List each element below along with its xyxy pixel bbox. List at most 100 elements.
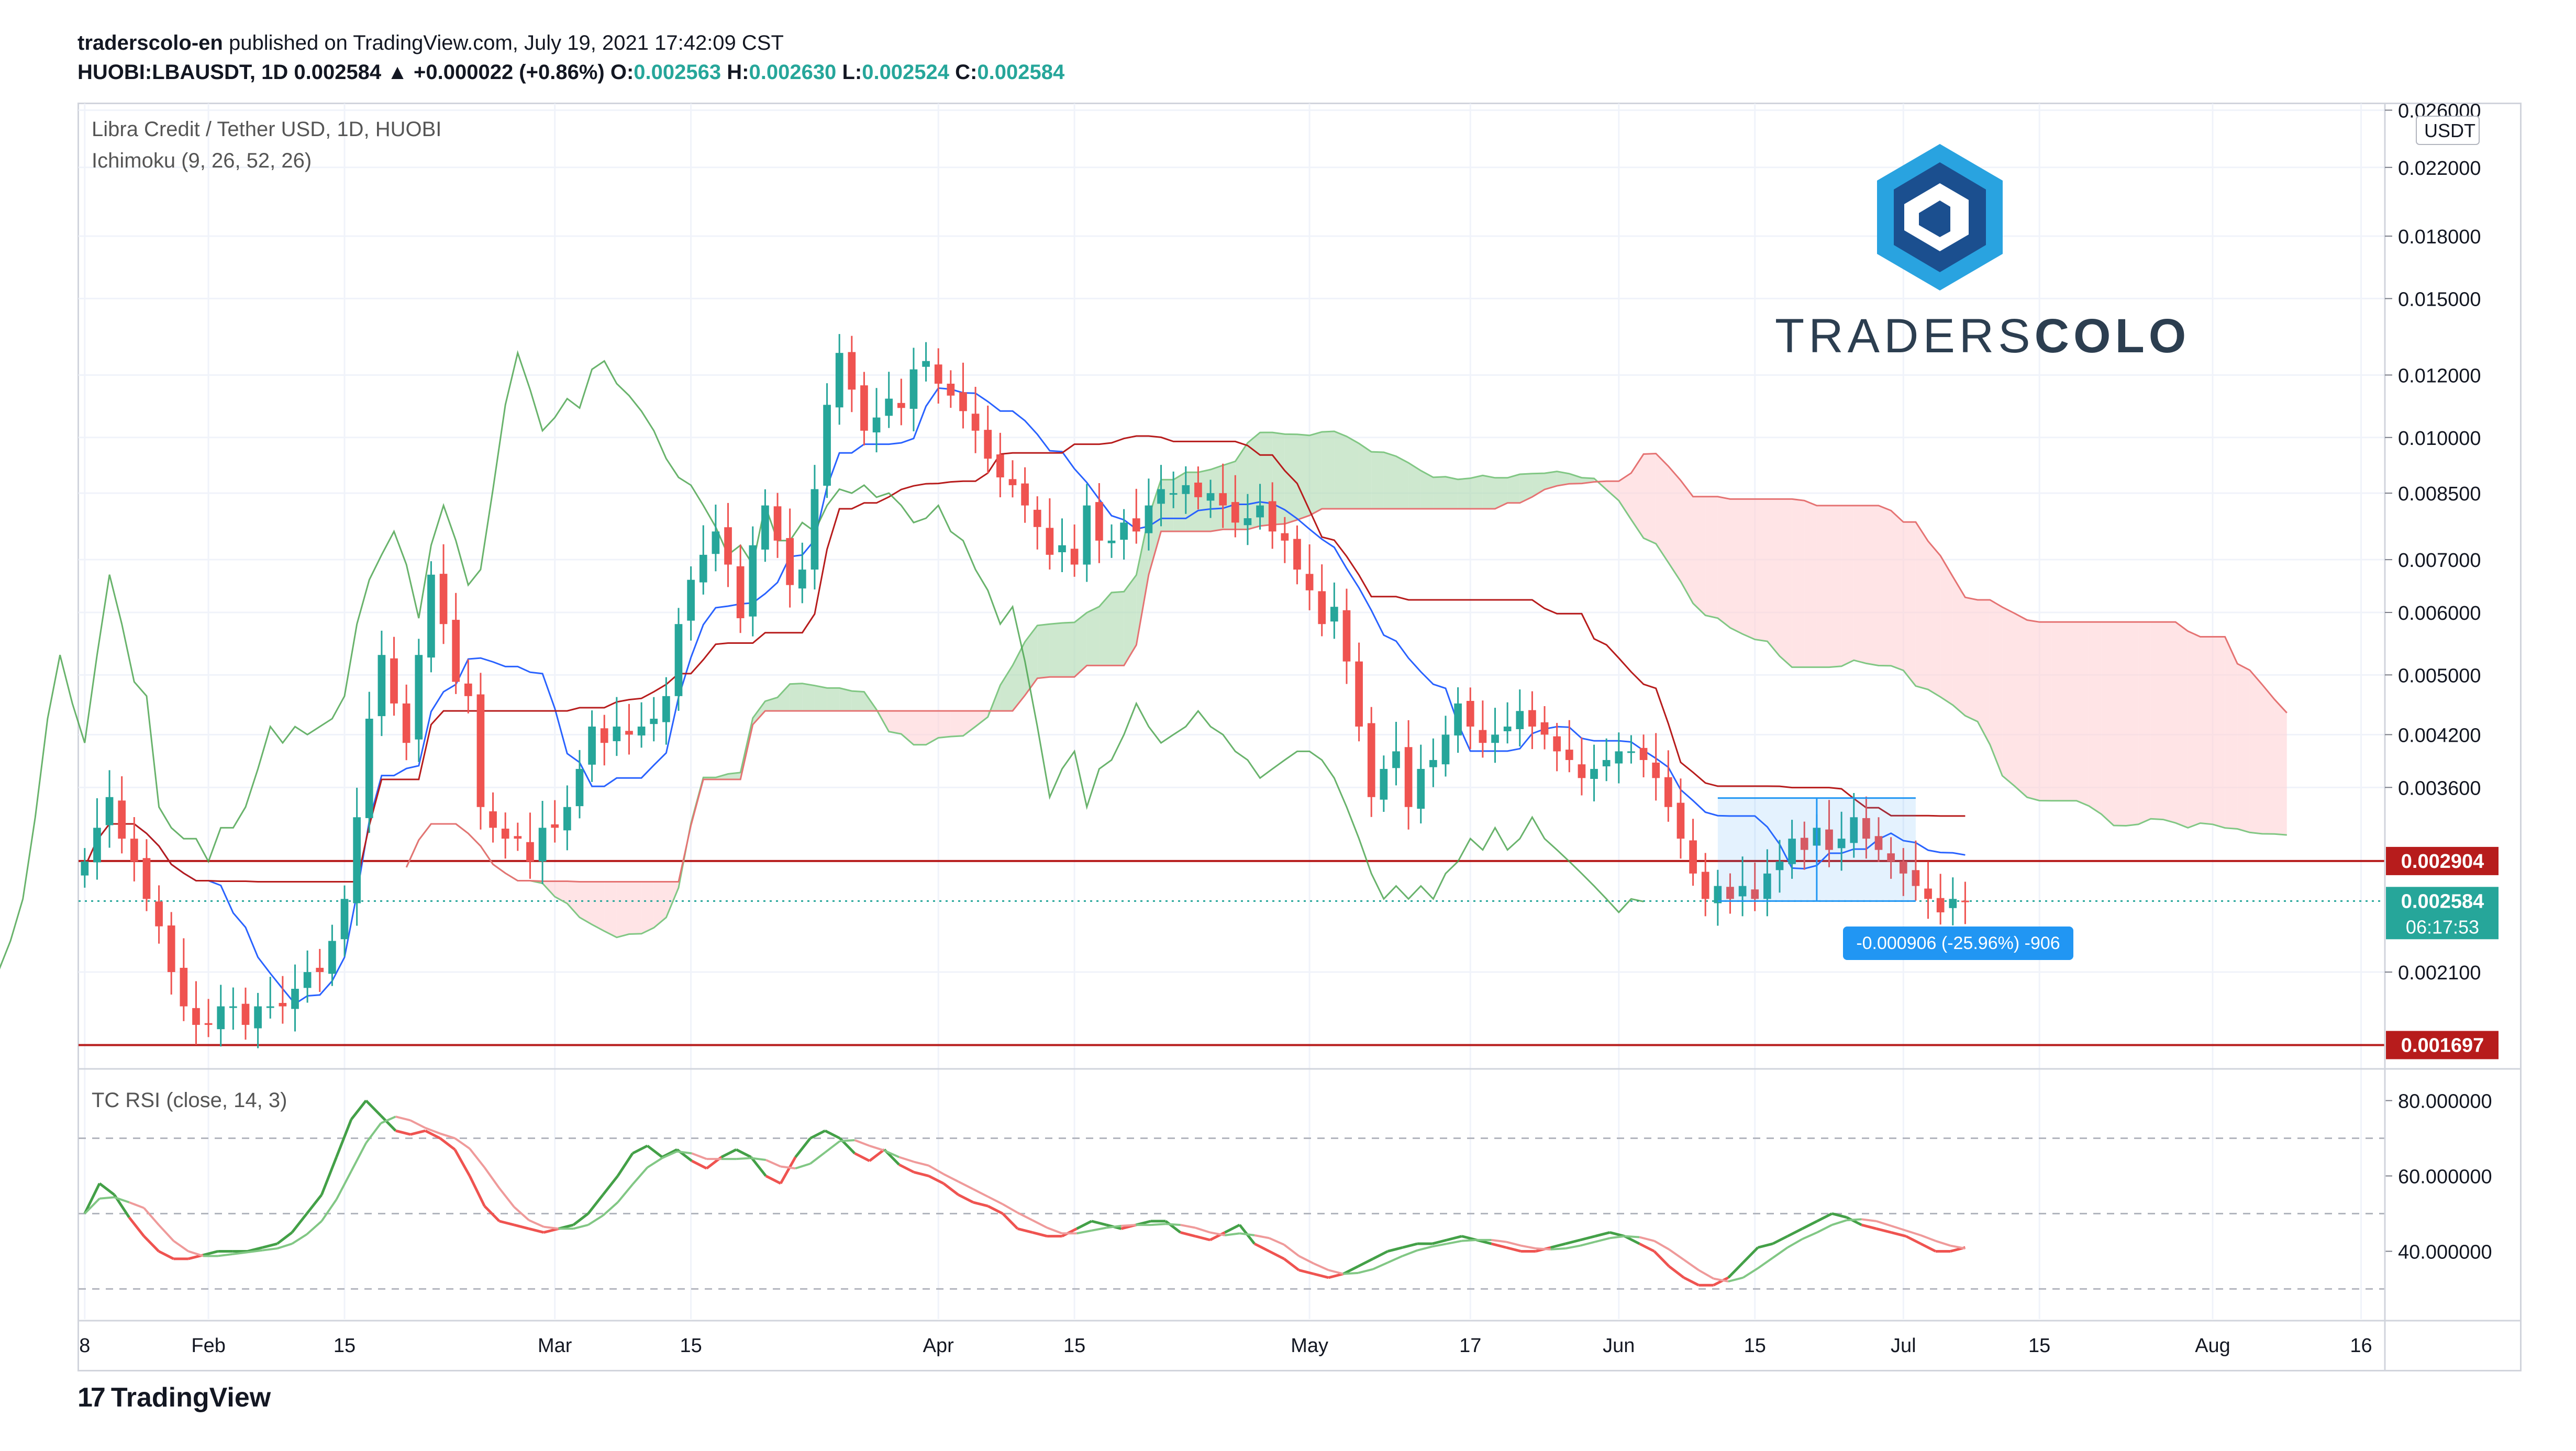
rsi-signal-segment (987, 1196, 1004, 1206)
cloud-segment (1557, 471, 1570, 486)
rsi-segment (1683, 1276, 1700, 1287)
candle-body (1664, 777, 1672, 807)
candle-body (1639, 747, 1648, 760)
candle-body (402, 703, 410, 743)
cloud-segment (2014, 613, 2027, 798)
rsi-segment (1506, 1246, 1522, 1253)
rsi-segment (1076, 1220, 1093, 1230)
rsi-segment (1313, 1273, 1329, 1279)
rsi-signal-segment (395, 1115, 411, 1122)
ichimoku-lines (0, 350, 2288, 1005)
candle-body (105, 797, 114, 825)
rsi-signal-segment (1653, 1240, 1670, 1251)
rsi-signal-segment (1639, 1236, 1655, 1242)
rsi-segment (691, 1159, 707, 1170)
candle-body (464, 683, 472, 696)
rsi-signal-segment (513, 1206, 530, 1221)
candle-body (551, 824, 559, 828)
rsi-signal-segment (1757, 1257, 1773, 1269)
cloud-segment (2225, 637, 2238, 829)
rsi-segment (410, 1129, 426, 1136)
candle-body (1046, 528, 1054, 555)
cloud-segment (1903, 522, 1916, 686)
candle-body (142, 858, 151, 899)
cloud-segment (1767, 499, 1780, 656)
rsi-segment (1253, 1242, 1270, 1253)
rsi-signal-segment (291, 1233, 308, 1245)
rsi-signal-segment (884, 1149, 900, 1158)
rsi-segment (453, 1148, 471, 1177)
candle-body (625, 731, 633, 735)
rsi-segment (1032, 1231, 1048, 1238)
candle-body (316, 967, 324, 973)
cloud-segment (1779, 499, 1792, 667)
cloud-segment (1915, 522, 1928, 690)
cloud-segment (1446, 476, 1458, 509)
cloud-segment (963, 711, 976, 736)
rsi-segment (380, 1114, 397, 1132)
candle-body (365, 719, 373, 818)
rsi-signal-segment (1594, 1237, 1611, 1243)
candle-body (835, 353, 843, 408)
time-tick-label: Feb (191, 1335, 225, 1357)
candle-body (303, 972, 312, 988)
pane-title: Libra Credit / Tether USD, 1D, HUOBI (92, 118, 441, 141)
cloud-segment (1420, 471, 1434, 509)
candle-body (1083, 505, 1091, 565)
candle-body (674, 624, 683, 696)
tenkan-sen (84, 387, 1966, 1005)
h-value: 0.002630 (749, 61, 837, 84)
rsi-signal-segment (1713, 1277, 1729, 1282)
candle-body (538, 828, 547, 862)
cloud-segment (1099, 593, 1112, 666)
rsi-title: TC RSI (close, 14, 3) (92, 1089, 287, 1112)
rsi-signal-segment (1121, 1224, 1136, 1227)
cloud-segment (1891, 510, 1904, 671)
rsi-signal-segment (751, 1157, 766, 1161)
price-tick-label: 0.008500 (2398, 483, 2481, 505)
rsi-segment (1372, 1250, 1389, 1260)
cloud-segment (1309, 432, 1322, 516)
rsi-segment (572, 1212, 589, 1226)
cloud-segment (2150, 622, 2163, 820)
cloud-segment (1519, 473, 1533, 503)
candle-body (1355, 661, 1363, 727)
cloud-segment (2274, 699, 2287, 835)
cloud-segment (1978, 600, 1990, 745)
rsi-signal-segment (498, 1187, 515, 1208)
rsi-signal-segment (1150, 1223, 1166, 1226)
cloud-segment (1124, 575, 1137, 666)
rsi-segment (898, 1163, 915, 1174)
rsi-signal-segment (1328, 1269, 1344, 1275)
cloud-segment (1396, 456, 1409, 509)
rsi-segment (1387, 1246, 1403, 1253)
rsi-signal-segment (1550, 1247, 1565, 1251)
rsi-signal-segment (1802, 1231, 1818, 1240)
cloud-segment (1545, 471, 1557, 490)
rsi-signal-segment (1031, 1219, 1048, 1229)
rsi-signal-segment (158, 1224, 174, 1242)
time-tick-label: 15 (680, 1335, 702, 1357)
rsi-segment (395, 1129, 411, 1136)
rsi-signal-segment (1239, 1232, 1255, 1236)
candle-body (501, 829, 509, 839)
candle-body (514, 836, 522, 839)
time-tick-label: 16 (2350, 1335, 2372, 1357)
rsi-segment (262, 1242, 278, 1249)
price-tick-label: 0.015000 (2398, 288, 2481, 310)
rsi-segment (1164, 1220, 1182, 1234)
candle-body (167, 925, 175, 973)
candle-body (1726, 887, 1734, 899)
candle-body (1912, 870, 1920, 886)
senkou-span-a (405, 430, 2287, 939)
candle-body (1652, 762, 1660, 778)
candle-body (1491, 734, 1499, 743)
time-tick-label: 15 (334, 1335, 356, 1357)
candle-body (1714, 886, 1722, 903)
candle-body (1701, 872, 1709, 899)
rsi-segment (1802, 1220, 1818, 1230)
candle-body (229, 1006, 237, 1008)
tradingview-logo[interactable]: 17 TradingView (77, 1382, 271, 1413)
cloud-segment (1025, 625, 1038, 696)
